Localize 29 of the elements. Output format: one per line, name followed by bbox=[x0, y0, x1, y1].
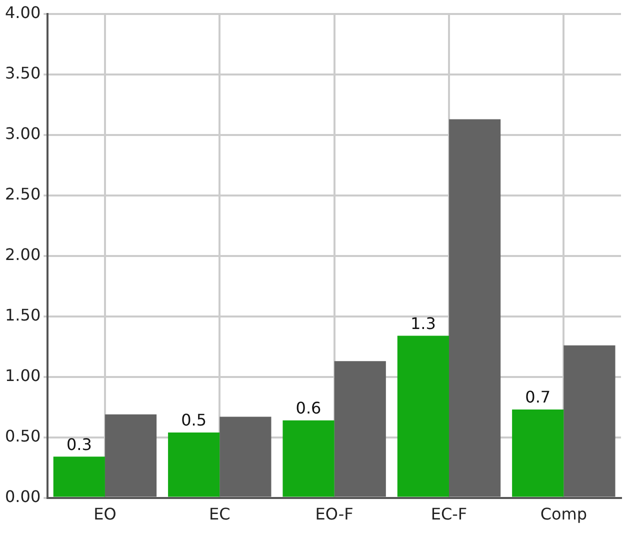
x-tick-label: Comp bbox=[540, 504, 588, 524]
data-label: 0.6 bbox=[296, 398, 322, 418]
bar bbox=[397, 336, 449, 497]
bar bbox=[220, 416, 272, 497]
y-tick-label: 0.50 bbox=[5, 426, 41, 446]
y-tick-label: 0.00 bbox=[5, 486, 41, 506]
data-label: 0.3 bbox=[66, 434, 92, 454]
y-tick-label: 1.50 bbox=[5, 306, 41, 325]
y-tick-label: 1.00 bbox=[5, 366, 41, 386]
data-label: 0.5 bbox=[181, 410, 207, 430]
bar bbox=[564, 345, 616, 497]
x-tick-label: EC-F bbox=[430, 504, 468, 524]
x-tick-label: EC bbox=[208, 504, 230, 524]
y-tick-label: 3.00 bbox=[5, 124, 41, 144]
y-tick-label: 4.00 bbox=[5, 3, 41, 22]
y-tick-label: 3.50 bbox=[5, 64, 41, 83]
y-tick-label: 2.50 bbox=[5, 184, 41, 204]
bar bbox=[282, 420, 334, 497]
bar bbox=[334, 361, 386, 497]
bar bbox=[512, 410, 564, 497]
bar bbox=[104, 414, 157, 497]
bar bbox=[53, 456, 105, 497]
x-tick-label: EO-F bbox=[315, 504, 354, 524]
y-tick-label: 2.00 bbox=[5, 245, 41, 264]
x-tick-label: EO bbox=[94, 504, 116, 524]
data-label: 1.3 bbox=[410, 314, 436, 333]
bar bbox=[448, 119, 501, 497]
bar bbox=[168, 432, 220, 497]
data-label: 0.7 bbox=[525, 388, 551, 407]
